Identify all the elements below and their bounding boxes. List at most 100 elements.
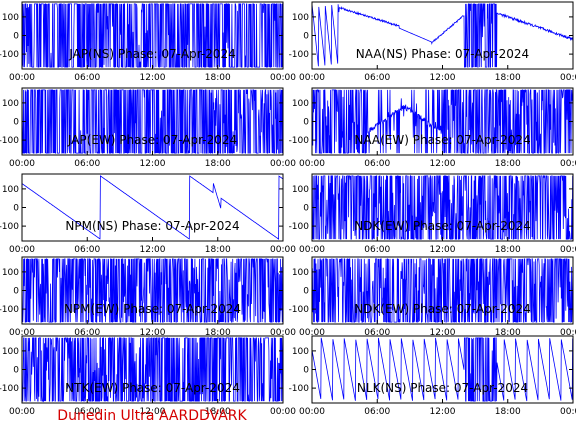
chart-title: NPM(NS) Phase: 07-Apr-2024: [65, 219, 239, 233]
y-tick-label: -100: [289, 384, 310, 394]
x-tick-label: 12:00: [140, 159, 166, 169]
y-tick-label: -100: [289, 136, 310, 146]
phase-chart: 100 0 -100 00:00 06:00 12:00 18:00 00:00 NTK(EW)…: [0, 335, 296, 417]
y-tick-label: -100: [289, 222, 310, 232]
x-tick-label: 06:00: [74, 73, 100, 83]
phase-trace: [312, 174, 573, 240]
x-tick-label: 00:00: [9, 407, 35, 417]
x-tick-label: 18:00: [205, 245, 231, 255]
x-tick-label: 06:00: [364, 73, 390, 83]
x-tick-label: 00:00: [9, 328, 35, 338]
x-tick-label: 00:00: [299, 159, 325, 169]
y-tick-label: -100: [0, 222, 19, 232]
y-tick-label: 100: [292, 268, 309, 278]
x-tick-label: 00:00: [299, 328, 325, 338]
y-tick-label: -100: [289, 305, 310, 315]
chart-title: NDK(EW) Phase: 07-Apr-2024: [354, 302, 531, 316]
x-tick-label: 18:00: [205, 159, 231, 169]
chart-title: JAP(EW) Phase: 07-Apr-2024: [67, 133, 237, 147]
x-tick-label: 18:00: [495, 407, 521, 417]
y-tick-label: 0: [303, 32, 309, 42]
x-tick-label: 12:00: [430, 328, 456, 338]
phase-chart: 100 0 -100 00:00 06:00 12:00 18:00 00:00 NAA(NS)…: [289, 1, 576, 83]
x-tick-label: 18:00: [495, 328, 521, 338]
x-tick-label: 00:00: [9, 245, 35, 255]
y-tick-label: 0: [13, 32, 19, 42]
x-tick-label: 00:00: [270, 328, 296, 338]
x-tick-label: 00:00: [560, 328, 576, 338]
y-tick-label: 0: [13, 204, 19, 214]
x-tick-label: 00:00: [9, 73, 35, 83]
phase-chart: 100 0 -100 00:00 06:00 12:00 18:00 00:00 NDK(EW)…: [289, 173, 576, 255]
x-tick-label: 18:00: [205, 328, 231, 338]
x-tick-label: 18:00: [495, 245, 521, 255]
y-tick-label: 0: [13, 287, 19, 297]
x-tick-label: 12:00: [430, 159, 456, 169]
chart-title: NLK(NS) Phase: 07-Apr-2024: [357, 381, 528, 395]
x-tick-label: 06:00: [74, 159, 100, 169]
x-tick-label: 18:00: [205, 73, 231, 83]
x-tick-label: 00:00: [560, 159, 576, 169]
x-tick-label: 18:00: [205, 407, 231, 417]
x-tick-label: 00:00: [560, 73, 576, 83]
phase-trace: [22, 89, 283, 155]
y-tick-label: 100: [292, 99, 309, 109]
x-tick-label: 00:00: [299, 407, 325, 417]
x-tick-label: 12:00: [430, 73, 456, 83]
y-tick-label: 100: [292, 185, 309, 195]
y-tick-label: 100: [292, 13, 309, 23]
x-tick-label: 00:00: [270, 73, 296, 83]
chart-title: JAP(NS) Phase: 07-Apr-2024: [68, 47, 235, 61]
y-tick-label: 0: [303, 366, 309, 376]
x-tick-label: 06:00: [74, 245, 100, 255]
y-tick-label: 100: [2, 347, 19, 357]
y-tick-label: -100: [0, 384, 19, 394]
x-tick-label: 18:00: [495, 159, 521, 169]
phase-chart: 100 0 -100 00:00 06:00 12:00 18:00 00:00 NDK(EW)…: [289, 256, 576, 338]
x-tick-label: 00:00: [270, 159, 296, 169]
x-tick-label: 18:00: [495, 73, 521, 83]
x-tick-label: 00:00: [9, 159, 35, 169]
y-tick-label: 0: [13, 366, 19, 376]
x-tick-label: 00:00: [270, 407, 296, 417]
phase-chart: 100 0 -100 00:00 06:00 12:00 18:00 00:00 JAP(NS)…: [0, 1, 296, 83]
phase-trace: [312, 258, 573, 323]
phase-chart: 100 0 -100 00:00 06:00 12:00 18:00 00:00 NAA(EW)…: [289, 87, 576, 169]
y-tick-label: 100: [2, 185, 19, 195]
x-tick-label: 00:00: [560, 407, 576, 417]
y-tick-label: 0: [13, 118, 19, 128]
x-tick-label: 06:00: [364, 159, 390, 169]
x-tick-label: 12:00: [140, 73, 166, 83]
x-tick-label: 00:00: [299, 245, 325, 255]
chart-title: NAA(NS) Phase: 07-Apr-2024: [356, 47, 529, 61]
phase-trace: [312, 337, 573, 402]
y-tick-label: -100: [0, 305, 19, 315]
x-tick-label: 06:00: [364, 407, 390, 417]
chart-title: NDK(EW) Phase: 07-Apr-2024: [354, 219, 531, 233]
y-tick-label: 100: [2, 268, 19, 278]
phase-trace: [312, 3, 573, 68]
x-tick-label: 06:00: [74, 407, 100, 417]
y-tick-label: -100: [289, 50, 310, 60]
phase-trace: [22, 175, 283, 240]
x-tick-label: 12:00: [140, 328, 166, 338]
phase-chart: 100 0 -100 00:00 06:00 12:00 18:00 00:00 NLK(NS)…: [289, 335, 576, 417]
y-tick-label: 100: [2, 13, 19, 23]
phase-chart: 100 0 -100 00:00 06:00 12:00 18:00 00:00 NPM(NS)…: [0, 173, 296, 255]
y-tick-label: 100: [2, 99, 19, 109]
y-tick-label: 0: [303, 118, 309, 128]
y-tick-label: 0: [303, 204, 309, 214]
x-tick-label: 06:00: [364, 328, 390, 338]
phase-trace: [312, 89, 573, 154]
x-tick-label: 12:00: [430, 245, 456, 255]
phase-trace: [22, 336, 283, 403]
y-tick-label: -100: [0, 50, 19, 60]
x-tick-label: 12:00: [140, 245, 166, 255]
y-tick-label: 0: [303, 287, 309, 297]
x-tick-label: 12:00: [140, 407, 166, 417]
phase-chart: 100 0 -100 00:00 06:00 12:00 18:00 00:00 NPM(EW)…: [0, 256, 296, 338]
x-tick-label: 00:00: [560, 245, 576, 255]
phase-chart: 100 0 -100 00:00 06:00 12:00 18:00 00:00 JAP(EW)…: [0, 87, 296, 169]
chart-title: NTK(EW) Phase: 07-Apr-2024: [65, 381, 240, 395]
